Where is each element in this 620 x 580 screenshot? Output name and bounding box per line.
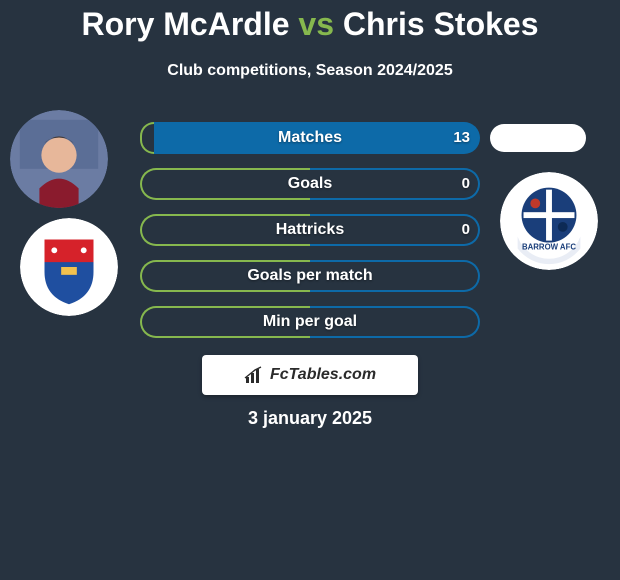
title-vs: vs xyxy=(298,6,334,42)
stat-bar-left xyxy=(140,306,310,338)
player2-photo-pill xyxy=(490,124,586,152)
stat-row: Goals0 xyxy=(140,168,480,200)
brand-box: FcTables.com xyxy=(202,355,418,395)
brand-text: FcTables.com xyxy=(270,366,376,384)
subtitle: Club competitions, Season 2024/2025 xyxy=(0,62,620,80)
stat-bar-right xyxy=(154,122,480,154)
stat-bar-right xyxy=(310,306,480,338)
player1-photo xyxy=(10,110,108,208)
crest-icon: BARROW AFC xyxy=(500,172,598,270)
stats-bars: Matches13 Goals0 Hattricks0 Goals per match… xyxy=(140,122,480,352)
stat-row: Hattricks0 xyxy=(140,214,480,246)
title-player2: Chris Stokes xyxy=(343,6,539,42)
stat-bar-left xyxy=(140,260,310,292)
date-label: 3 january 2025 xyxy=(0,408,620,429)
player2-club-crest: BARROW AFC xyxy=(500,172,598,270)
stat-bar-left xyxy=(140,122,154,154)
player1-club-crest xyxy=(20,218,118,316)
stat-bar-left xyxy=(140,214,310,246)
stat-row: Matches13 xyxy=(140,122,480,154)
stat-bar-right xyxy=(310,168,480,200)
stat-row: Min per goal xyxy=(140,306,480,338)
stat-bar-right xyxy=(310,260,480,292)
stat-bar-left xyxy=(140,168,310,200)
crest-icon xyxy=(20,218,118,316)
title-player1: Rory McArdle xyxy=(81,6,289,42)
comparison-title: Rory McArdle vs Chris Stokes xyxy=(0,0,620,43)
bar-chart-icon xyxy=(244,365,264,385)
player1-photo-icon xyxy=(10,110,108,208)
stat-bar-right xyxy=(310,214,480,246)
stat-row: Goals per match xyxy=(140,260,480,292)
player2-crest-text: BARROW AFC xyxy=(522,242,576,251)
